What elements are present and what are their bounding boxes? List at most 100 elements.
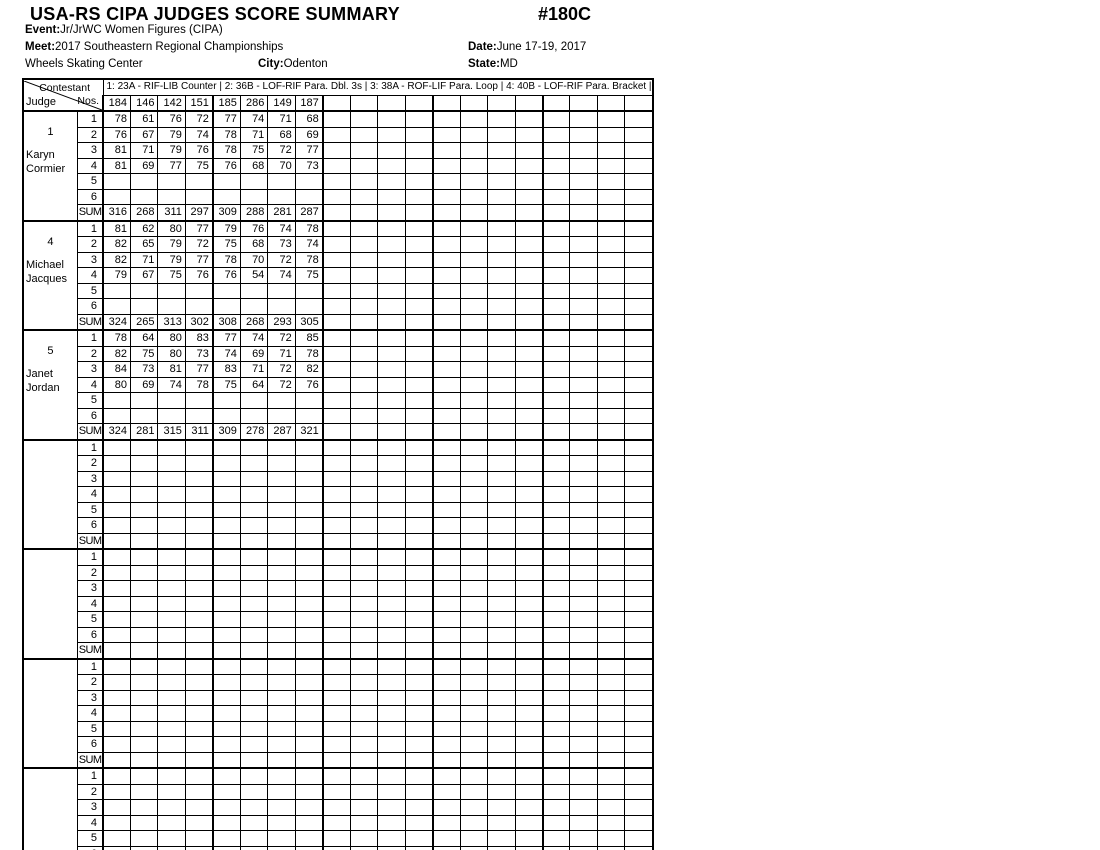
- score-cell: [129, 455, 159, 472]
- score-cell: [596, 674, 626, 691]
- score-cell: [211, 689, 241, 706]
- score-cell: [211, 486, 241, 503]
- score-cell: [377, 595, 406, 612]
- row-label-cell: 6: [76, 736, 104, 753]
- score-cell: [487, 282, 516, 299]
- judge-name-line: Karyn: [26, 149, 55, 161]
- sum-cell: [624, 313, 654, 331]
- sum-cell: [321, 313, 351, 331]
- sum-cell: [431, 423, 461, 440]
- score-cell: [267, 455, 296, 472]
- score-cell: [129, 298, 159, 315]
- row-label-cell: 1: [76, 438, 104, 456]
- score-row: 6: [23, 298, 654, 315]
- score-cell: [377, 674, 406, 691]
- score-cell: [239, 595, 269, 612]
- score-cell: [624, 783, 654, 800]
- sum-cell: [377, 751, 406, 769]
- sum-cell: [569, 423, 598, 440]
- row-label-cell: SUM: [76, 532, 104, 550]
- score-cell: [377, 126, 406, 143]
- score-cell: [569, 251, 598, 268]
- score-cell: 65: [129, 236, 159, 253]
- score-cell: [431, 689, 461, 706]
- score-row: 2 82 75 80 73 74 69 71 78: [23, 345, 654, 362]
- score-cell: [101, 595, 131, 612]
- score-cell: [487, 329, 516, 347]
- row-label-cell: 4: [76, 814, 104, 831]
- score-cell: [404, 376, 434, 393]
- score-cell: [239, 548, 269, 566]
- score-cell: [459, 157, 489, 174]
- score-cell: [267, 486, 296, 503]
- score-cell: 72: [267, 251, 296, 268]
- row-label-cell: 2: [76, 674, 104, 691]
- score-cell: [157, 548, 186, 566]
- score-cell: [239, 783, 269, 800]
- score-cell: [294, 689, 324, 706]
- score-cell: [487, 689, 516, 706]
- score-cell: [267, 470, 296, 487]
- score-cell: [569, 236, 598, 253]
- score-cell: [377, 705, 406, 722]
- score-cell: [569, 345, 598, 362]
- sum-cell: 324: [101, 313, 131, 331]
- score-cell: [101, 626, 131, 643]
- corner-wrap: Contestant Nos. Judge: [24, 80, 102, 110]
- contestant-number-cell: [404, 94, 434, 112]
- score-cell: [101, 517, 131, 534]
- sum-cell: 265: [129, 313, 159, 331]
- score-cell: [184, 830, 214, 847]
- judge-number: [24, 454, 76, 469]
- score-cell: [349, 110, 379, 128]
- score-cell: [541, 173, 571, 190]
- score-cell: 72: [267, 376, 296, 393]
- sum-cell: [404, 313, 434, 331]
- score-cell: 82: [101, 236, 131, 253]
- score-cell: [541, 298, 571, 315]
- score-cell: [211, 455, 241, 472]
- score-cell: [349, 267, 379, 284]
- score-cell: [459, 783, 489, 800]
- score-cell: [404, 705, 434, 722]
- score-cell: [431, 845, 461, 850]
- sum-cell: [294, 642, 324, 659]
- figures-row: Contestant Nos. Judge 1: 23A - RIF-LIB C…: [22, 78, 654, 112]
- score-cell: [514, 517, 544, 534]
- score-cell: [239, 580, 269, 597]
- score-cell: [321, 830, 351, 847]
- score-cell: [596, 438, 626, 456]
- score-cell: [267, 407, 296, 424]
- score-cell: [377, 470, 406, 487]
- score-cell: 73: [267, 236, 296, 253]
- score-cell: [321, 501, 351, 518]
- row-label-cell: 5: [76, 611, 104, 628]
- score-cell: [377, 236, 406, 253]
- row-label-cell: 4: [76, 157, 104, 174]
- row-label-cell: 1: [76, 329, 104, 347]
- score-row: 4 80 69 74 78 75 64 72 76: [23, 376, 654, 393]
- score-cell: [569, 657, 598, 675]
- sum-cell: [267, 642, 296, 659]
- score-cell: [349, 455, 379, 472]
- score-cell: [569, 611, 598, 628]
- sum-cell: 309: [211, 423, 241, 440]
- sum-cell: [349, 204, 379, 221]
- score-cell: [211, 173, 241, 190]
- sum-cell: 305: [294, 313, 324, 331]
- score-cell: [377, 455, 406, 472]
- sum-cell: [431, 313, 461, 331]
- score-cell: 78: [211, 126, 241, 143]
- score-cell: [624, 438, 654, 456]
- score-cell: [377, 251, 406, 268]
- score-cell: [404, 455, 434, 472]
- score-row: 6: [23, 845, 654, 850]
- score-cell: [431, 548, 461, 566]
- score-cell: [101, 407, 131, 424]
- corner-nos-label: Nos.: [77, 94, 99, 107]
- score-cell: [349, 345, 379, 362]
- score-cell: [157, 173, 186, 190]
- score-cell: [101, 564, 131, 581]
- score-cell: [239, 799, 269, 816]
- row-label-cell: 5: [76, 392, 104, 409]
